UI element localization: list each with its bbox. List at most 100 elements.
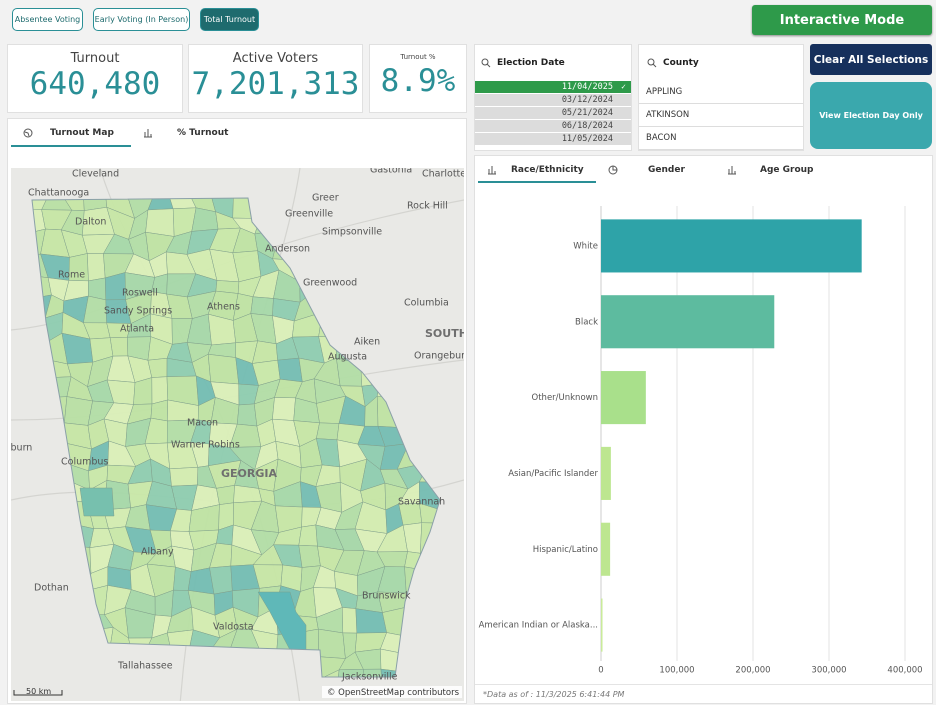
filter-header[interactable]: Election Date xyxy=(475,45,631,81)
kpi-card: Active Voters 7,201,313 xyxy=(188,44,363,113)
place-label: Gastonia xyxy=(370,168,412,176)
place-label: Dothan xyxy=(34,583,69,594)
check-icon: ✓ xyxy=(621,82,626,91)
county[interactable] xyxy=(316,669,340,701)
bar[interactable] xyxy=(601,295,775,349)
kpi-value: 8.9% xyxy=(380,63,456,99)
tab[interactable]: Race/Ethnicity xyxy=(478,156,596,183)
county[interactable] xyxy=(342,607,358,634)
county[interactable] xyxy=(236,403,258,427)
attribution[interactable]: © OpenStreetMap contributors xyxy=(327,688,460,698)
x-tick-label: 0 xyxy=(598,666,603,676)
county[interactable] xyxy=(272,397,296,421)
county[interactable] xyxy=(250,296,274,317)
county[interactable] xyxy=(87,253,106,282)
county[interactable] xyxy=(334,669,366,701)
place-label: GEORGIA xyxy=(221,467,277,480)
county[interactable] xyxy=(207,353,240,385)
filter-panel: Election Date 11/04/2025 ✓ 03/12/2024 05/21… xyxy=(474,44,632,151)
county[interactable] xyxy=(145,208,175,237)
county[interactable] xyxy=(79,487,115,517)
county[interactable] xyxy=(64,396,93,426)
list-item[interactable]: 11/04/2025 ✓ xyxy=(475,81,631,94)
county[interactable] xyxy=(191,207,219,232)
place-label: Jacksonville xyxy=(341,672,398,683)
bar[interactable] xyxy=(601,522,611,576)
clear-button[interactable]: Clear All Selections xyxy=(810,44,932,75)
list-item[interactable]: 05/21/2024 xyxy=(475,107,631,120)
y-tick-label: Hispanic/Latino xyxy=(533,545,598,555)
tab-label: Turnout Map xyxy=(50,128,114,138)
place-label: Auburn xyxy=(11,443,32,454)
county[interactable] xyxy=(169,467,199,487)
filter-list: 11/04/2025 ✓ 03/12/2024 05/21/2024 06/18/202… xyxy=(475,81,631,146)
county[interactable] xyxy=(151,376,169,405)
mode-button[interactable]: Interactive Mode xyxy=(752,5,932,35)
election-day-button[interactable]: View Election Day Only xyxy=(810,82,932,149)
bar[interactable] xyxy=(601,219,862,273)
tab-icon xyxy=(608,165,618,175)
y-tick-label: White xyxy=(573,241,598,251)
toggle-button[interactable]: Absentee Voting xyxy=(12,8,83,31)
place-label: Roswell xyxy=(122,288,158,299)
x-tick-label: 100,000 xyxy=(659,666,694,676)
bar[interactable] xyxy=(601,371,646,425)
tab[interactable]: Gender xyxy=(605,156,715,183)
county[interactable] xyxy=(316,422,340,441)
list-item[interactable]: BACON xyxy=(639,127,803,150)
scale-label: 50 km xyxy=(26,687,51,696)
bar[interactable] xyxy=(601,598,603,652)
x-tick-label: 300,000 xyxy=(811,666,846,676)
footnote: *Data as of : 11/3/2025 6:41:44 PM xyxy=(483,690,625,699)
county[interactable] xyxy=(298,524,318,547)
kpi-label: Turnout xyxy=(70,51,120,66)
place-label: Warner Robins xyxy=(171,440,240,451)
toggle-button[interactable]: Total Turnout xyxy=(200,8,259,31)
kpi-value: 7,201,313 xyxy=(191,66,360,102)
county[interactable] xyxy=(277,357,303,383)
county[interactable] xyxy=(109,336,129,357)
county[interactable] xyxy=(216,484,235,505)
x-tick-label: 400,000 xyxy=(887,666,922,676)
filter-panel: County APPLING ATKINSON BACON xyxy=(638,44,804,151)
place-label: Greenwood xyxy=(303,278,357,289)
bar[interactable] xyxy=(601,446,611,500)
place-label: Greenville xyxy=(285,209,333,220)
kpi-card: Turnout % 8.9% xyxy=(369,44,467,113)
kpi-label: Turnout % xyxy=(400,53,436,61)
toggle-button[interactable]: Early Voting (In Person) xyxy=(93,8,190,31)
list-item[interactable]: APPLING xyxy=(639,81,803,104)
tab-icon xyxy=(23,128,33,138)
state-outline xyxy=(31,197,441,678)
place-label: Athens xyxy=(207,302,240,313)
place-label: Brunswick xyxy=(362,591,411,602)
tab[interactable]: Turnout Map xyxy=(11,119,131,147)
place-label: Anderson xyxy=(265,244,310,255)
county[interactable] xyxy=(298,544,321,568)
tab[interactable]: % Turnout xyxy=(138,119,248,147)
y-tick-label: Other/Unknown xyxy=(532,393,598,403)
filter-header[interactable]: County xyxy=(639,45,803,81)
place-label: Savannah xyxy=(398,497,445,508)
place-label: Simpsonville xyxy=(322,227,382,238)
attribution-bg xyxy=(322,686,462,698)
y-tick-label: American Indian or Alaska... xyxy=(479,621,598,631)
tab[interactable]: Age Group xyxy=(725,156,835,183)
place-label: Columbus xyxy=(61,457,108,468)
place-label: Greer xyxy=(312,193,339,204)
list-item[interactable]: 06/18/2024 xyxy=(475,120,631,133)
county[interactable] xyxy=(318,628,346,659)
county[interactable] xyxy=(257,591,307,653)
list-item[interactable]: 11/05/2024 xyxy=(475,133,631,146)
list-item[interactable]: 03/12/2024 xyxy=(475,94,631,107)
place-label: Dalton xyxy=(75,217,106,228)
county[interactable] xyxy=(355,608,387,634)
place-label: SOUTH xyxy=(425,327,464,340)
scale-bar xyxy=(13,690,63,696)
place-label: Aiken xyxy=(354,337,380,348)
divider xyxy=(475,684,932,685)
y-tick-label: Asian/Pacific Islander xyxy=(508,469,598,479)
list-item[interactable]: ATKINSON xyxy=(639,104,803,127)
place-label: Sandy Springs xyxy=(104,306,172,317)
